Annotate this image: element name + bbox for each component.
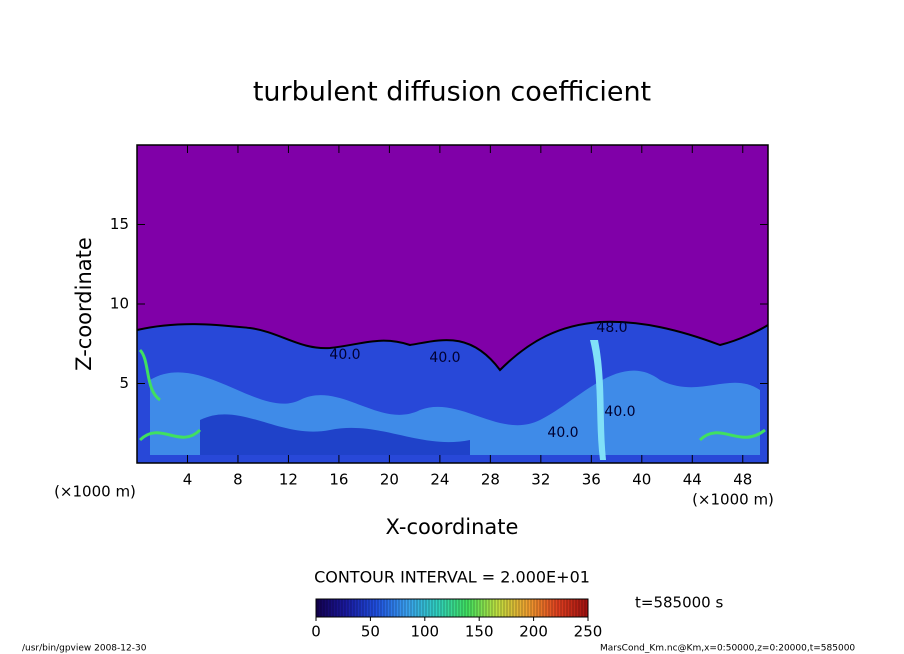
x-tick-label: 32	[531, 471, 550, 489]
x-tick-label: 24	[430, 471, 449, 489]
colorbar-tick-label: 250	[574, 623, 603, 641]
x-tick-label: 8	[233, 471, 243, 489]
colorbar-tick-label: 0	[311, 623, 321, 641]
footer-right: MarsCond_Km.nc@Km,x=0:50000,z=0:20000,t=…	[600, 644, 855, 654]
colorbar-frame	[315, 598, 589, 618]
y-axis-label: Z-coordinate	[72, 237, 96, 371]
contour-label: 40.0	[429, 350, 460, 366]
contour-label: 40.0	[547, 425, 578, 441]
y-tick-label: 10	[110, 295, 129, 313]
x-tick-label: 4	[183, 471, 193, 489]
x-tick-label: 48	[733, 471, 752, 489]
colorbar-tick-label: 150	[465, 623, 494, 641]
x-tick-label: 28	[481, 471, 500, 489]
colorbar-tick-label: 200	[519, 623, 548, 641]
x-tick-label: 36	[582, 471, 601, 489]
x-tick-label: 40	[632, 471, 651, 489]
y-tick-label: 15	[110, 215, 129, 233]
x-tick-label: 20	[380, 471, 399, 489]
x-unit: (×1000 m)	[54, 483, 136, 501]
y-tick-label: 5	[119, 374, 129, 392]
colorbar-tick-label: 50	[361, 623, 380, 641]
contour-label: 40.0	[329, 347, 360, 363]
footer-left: /usr/bin/gpview 2008-12-30	[22, 644, 147, 654]
contour-interval: CONTOUR INTERVAL = 2.000E+01	[314, 568, 590, 587]
field	[136, 145, 769, 463]
contour-label: 40.0	[604, 404, 635, 420]
contour-label: 48.0	[596, 320, 627, 336]
x-tick-label: 12	[279, 471, 298, 489]
colorbar-tick-label: 100	[410, 623, 439, 641]
x-axis-label: X-coordinate	[386, 515, 519, 539]
x-tick-label: 16	[329, 471, 348, 489]
x-tick-label: 44	[683, 471, 702, 489]
chart-title: turbulent diffusion coefficient	[253, 77, 651, 108]
colorbar-stripes	[317, 599, 586, 617]
x-unit: (×1000 m)	[692, 491, 774, 509]
time-label: t=585000 s	[635, 594, 723, 612]
